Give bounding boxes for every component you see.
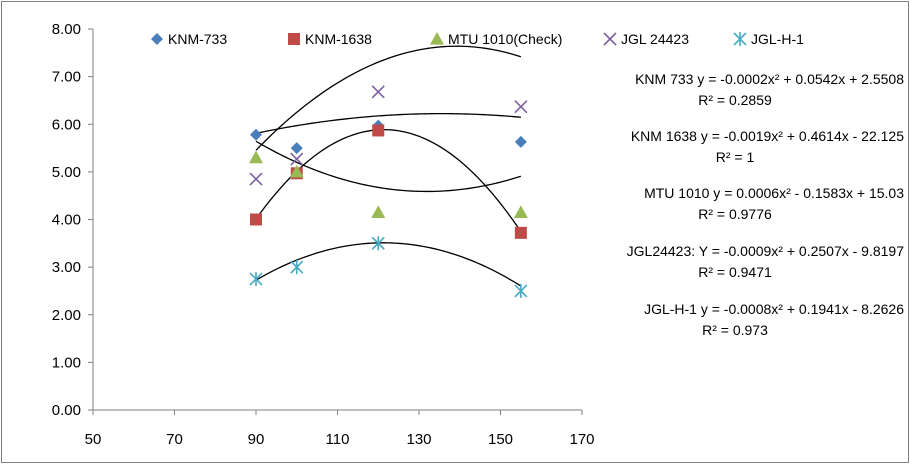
trendline-equation: JGL24423: Y = -0.0009x² + 0.2507x - 9.81… [627,243,905,259]
diamond-shape [151,33,163,45]
data-point [514,100,528,114]
x-stroke [371,85,385,99]
y-tick-label: 7.00 [52,69,81,86]
legend-label: JGL-H-1 [751,31,804,47]
x-stroke [290,152,304,166]
diamond-shape [514,135,527,148]
y-tick-label: 2.00 [52,307,81,324]
x-tick-label: 110 [326,431,350,448]
diamond-shape [250,128,262,141]
y-tick-label: 4.00 [52,212,81,229]
data-point [371,236,385,251]
x-tick-label: 50 [85,431,102,448]
square-shape [372,124,385,137]
data-point [372,124,385,137]
legend-label: KNM-1638 [305,31,372,47]
data-point [249,150,263,164]
data-points [249,85,528,298]
data-point [290,142,303,155]
y-tick-label: 0.00 [52,402,81,419]
data-point [514,226,527,239]
x-tick-label: 170 [569,431,594,448]
legend-label: JGL 24423 [621,31,689,47]
trendline [255,45,522,151]
x-stroke [603,32,617,46]
diamond-shape [290,142,303,155]
triangle-shape [289,164,304,178]
data-point [371,85,385,99]
square-shape [514,226,527,239]
trendline-r2: R² = 0.9776 [698,206,772,222]
trendline-r2: R² = 0.9471 [698,264,772,280]
triangle-shape [371,205,386,218]
trendline [255,242,522,287]
trendline-equation: KNM 1638 y = -0.0019x² + 0.4614x - 22.12… [631,128,904,144]
data-point [371,205,386,218]
triangle-shape [249,150,263,164]
legend-marker [603,32,617,46]
trendline-equation: JGL-H-1 y = -0.0008x² + 0.1941x - 8.2626 [644,301,904,317]
legend: KNM-733 KNM-1638 MTU 1010(Check) JGL 24423 J… [151,31,804,47]
y-tick-label: 1.00 [52,354,81,371]
y-tick-label: 6.00 [52,116,81,133]
data-point [250,128,262,141]
legend-marker [430,32,444,45]
data-point [290,260,304,275]
trendline [255,112,521,134]
trendline-equations: KNM 733 y = -0.0002x² + 0.0542x + 2.5508… [627,71,905,338]
triangle-shape [430,32,444,45]
x-tick-label: 130 [406,431,431,448]
data-point [290,152,304,166]
data-point [514,283,528,298]
trendline-r2: R² = 0.973 [702,322,768,338]
x-tick-label: 70 [166,431,183,448]
x-tick-label: 90 [248,431,265,448]
axes: 0.00 1.00 2.00 3.00 4.00 5.00 6.00 7.00 8.00 50 70… [52,21,595,448]
data-point [249,172,263,186]
trendline-equation: KNM 733 y = -0.0002x² + 0.0542x + 2.5508 [635,71,904,87]
triangle-shape [513,205,528,218]
trendline-r2: R² = 0.2859 [698,92,772,108]
legend-marker [288,33,300,45]
data-point [513,205,528,218]
data-point [249,272,263,287]
trendline-r2: R² = 1 [716,149,755,165]
data-point [289,164,304,178]
y-tick-label: 5.00 [52,164,81,181]
x-stroke [514,100,528,114]
square-shape [250,213,262,226]
legend-marker [151,33,163,45]
x-tick-label: 150 [488,431,513,448]
trendline-equation: MTU 1010 y = 0.0006x² - 0.1583x + 15.03 [644,185,904,201]
legend-label: KNM-733 [168,31,227,47]
legend-marker [733,32,747,46]
y-tick-label: 8.00 [52,21,81,38]
data-point [250,213,262,226]
square-shape [288,33,300,45]
y-tick-label: 3.00 [52,259,81,276]
data-point [514,135,527,148]
legend-label: MTU 1010(Check) [448,31,562,47]
x-stroke [249,172,263,186]
trendline [255,140,522,193]
trendlines [255,45,522,287]
